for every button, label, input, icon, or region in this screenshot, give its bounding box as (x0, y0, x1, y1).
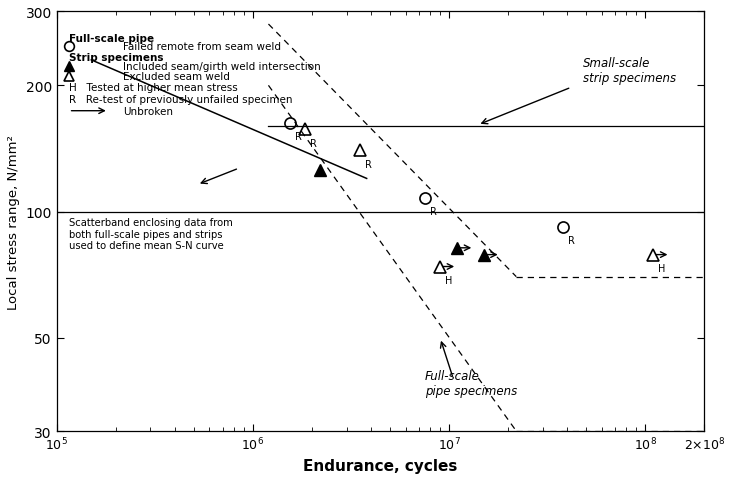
Text: Unbroken: Unbroken (123, 107, 173, 117)
Text: Full-scale
pipe specimens: Full-scale pipe specimens (425, 370, 517, 397)
Text: Scatterband enclosing data from
both full-scale pipes and strips
used to define : Scatterband enclosing data from both ful… (69, 218, 232, 251)
Text: R: R (310, 139, 317, 148)
Text: H: H (658, 264, 665, 274)
Text: H: H (445, 276, 452, 285)
Text: Small-scale
strip specimens: Small-scale strip specimens (583, 57, 676, 84)
Text: R: R (430, 206, 436, 216)
X-axis label: Endurance, cycles: Endurance, cycles (303, 458, 458, 473)
Text: Excluded seam weld: Excluded seam weld (123, 72, 230, 82)
Text: Failed remote from seam weld: Failed remote from seam weld (123, 42, 281, 52)
Text: Strip specimens: Strip specimens (69, 53, 163, 62)
Text: Full-scale pipe: Full-scale pipe (69, 34, 154, 43)
Text: R: R (295, 132, 302, 142)
Text: R   Re-test of previously unfailed specimen: R Re-test of previously unfailed specime… (69, 95, 292, 104)
Text: R: R (568, 236, 575, 246)
Y-axis label: Local stress range, N/mm²: Local stress range, N/mm² (7, 134, 20, 309)
Text: R: R (365, 159, 371, 169)
Text: H   Tested at higher mean stress: H Tested at higher mean stress (69, 83, 237, 93)
Text: Included seam/girth weld intersection: Included seam/girth weld intersection (123, 62, 321, 72)
